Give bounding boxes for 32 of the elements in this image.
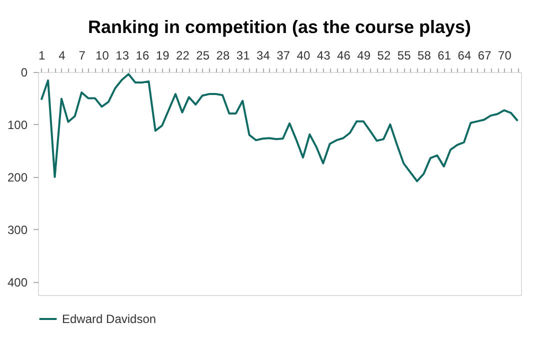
x-tick-label: 25 bbox=[196, 48, 210, 62]
x-tick-label: 70 bbox=[498, 48, 512, 62]
y-tick-label: 200 bbox=[7, 170, 28, 184]
x-tick-label: 49 bbox=[357, 48, 371, 62]
x-tick-label: 4 bbox=[58, 48, 66, 62]
x-tick-label: 40 bbox=[296, 48, 310, 62]
x-tick-label: 13 bbox=[116, 48, 130, 62]
x-tick-label: 58 bbox=[418, 48, 432, 62]
x-tick-label: 1 bbox=[38, 48, 46, 62]
x-tick-label: 55 bbox=[397, 48, 412, 62]
x-tick-label: 37 bbox=[276, 48, 290, 62]
x-tick-label: 7 bbox=[78, 48, 86, 62]
x-tick-label: 22 bbox=[176, 48, 190, 62]
y-tick-label: 0 bbox=[20, 66, 28, 80]
x-tick-label: 10 bbox=[96, 48, 110, 62]
x-tick-label: 67 bbox=[478, 48, 492, 62]
x-tick-label: 34 bbox=[256, 48, 270, 62]
chart-title: Ranking in competition (as the course plays) bbox=[88, 17, 472, 37]
y-tick-label: 100 bbox=[7, 118, 28, 132]
line-series bbox=[40, 73, 519, 182]
y-tick-label: 400 bbox=[7, 275, 28, 290]
legend-label: Edward Davidson bbox=[62, 312, 156, 326]
y-tick-label: 300 bbox=[7, 222, 28, 237]
x-tick-label: 19 bbox=[156, 48, 170, 62]
x-tick-label: 16 bbox=[136, 48, 150, 62]
x-tick-label: 61 bbox=[438, 48, 452, 62]
x-tick-label: 52 bbox=[377, 48, 391, 62]
x-tick-label: 28 bbox=[216, 48, 230, 62]
x-tick-label: 43 bbox=[316, 48, 331, 62]
x-tick-label: 46 bbox=[337, 48, 351, 62]
x-tick-label: 31 bbox=[236, 48, 250, 62]
x-tick-label: 64 bbox=[458, 48, 472, 62]
